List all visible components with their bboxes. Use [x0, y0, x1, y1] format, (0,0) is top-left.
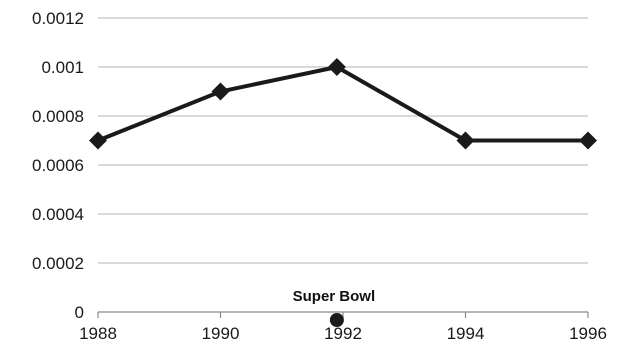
series [89, 58, 597, 150]
data-point [211, 82, 230, 101]
data-point [579, 131, 597, 150]
y-axis-tick-labels: 0 0.0002 0.0004 0.0006 0.0008 0.001 0.0012 [32, 9, 84, 322]
annotation-marker [329, 313, 344, 327]
series-line [97, 64, 588, 143]
y-tick-label: 0.0006 [32, 156, 84, 175]
y-tick-label: 0.0004 [32, 205, 84, 224]
y-tick-label: 0.0002 [32, 254, 84, 273]
y-tick-label: 0 [75, 303, 84, 322]
x-tick-label: 1994 [447, 324, 485, 343]
data-point [456, 131, 475, 150]
annotations: Super Bowl [293, 288, 376, 327]
annotation-label: Super Bowl [293, 288, 376, 305]
x-tick-label: 1990 [202, 324, 240, 343]
x-tick-label: 1996 [569, 324, 607, 343]
x-tick-label: 1988 [79, 324, 117, 343]
y-tick-label: 0.0012 [32, 9, 84, 28]
x-tick-label: 1992 [324, 324, 362, 343]
y-tick-label: 0.001 [41, 58, 84, 77]
data-point [327, 58, 346, 76]
data-point [89, 131, 107, 150]
x-axis-tick-labels: 1988 1990 1992 1994 1996 [79, 324, 607, 343]
y-tick-label: 0.0008 [32, 107, 84, 126]
